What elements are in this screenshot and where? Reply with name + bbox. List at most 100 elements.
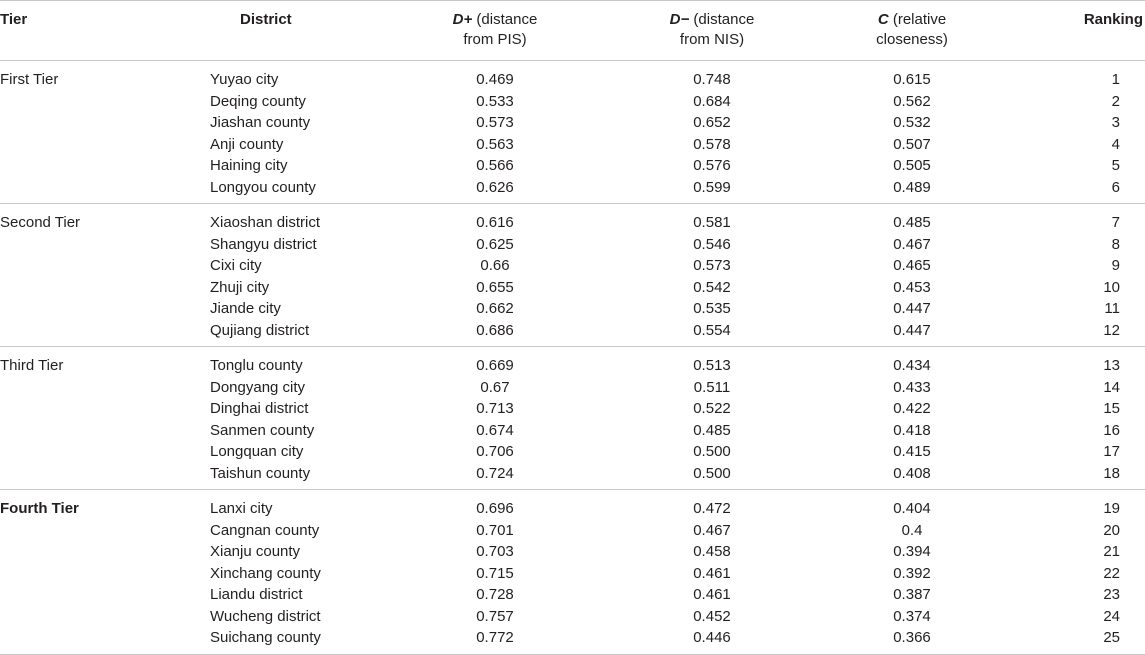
table-row: Liandu district 0.728 0.461 0.387 23	[0, 584, 1145, 606]
ranking-cell: 20	[1103, 521, 1120, 539]
dminus-cell: 0.467	[693, 521, 731, 539]
header-district: District	[240, 11, 292, 28]
header-c-line2: closeness)	[876, 31, 948, 48]
table-row: Cangnan county 0.701 0.467 0.4 20	[0, 520, 1145, 542]
header-dplus-line2: from PIS)	[463, 31, 527, 48]
c-cell: 0.505	[893, 157, 931, 174]
dplus-cell: 0.715	[476, 564, 514, 582]
dplus-cell: 0.713	[476, 400, 514, 417]
table-header: Tier District D+ (distance from PIS) D− …	[0, 0, 1145, 60]
top-rule	[0, 0, 1145, 1]
dplus-cell: 0.669	[476, 357, 514, 374]
ranking-cell: 8	[1111, 235, 1120, 253]
district-cell: Longyou county	[210, 178, 316, 196]
district-cell: Sanmen county	[210, 421, 315, 439]
table-row: Jiashan county 0.573 0.652 0.532 3	[0, 112, 1145, 134]
tier-label: Third Tier	[0, 357, 64, 374]
district-cell: Cixi city	[210, 257, 262, 274]
dminus-cell: 0.522	[693, 400, 731, 417]
table-row: First Tier Yuyao city 0.469 0.748 0.615 1	[0, 69, 1145, 91]
ranking-cell: 1	[1111, 71, 1120, 88]
ranking-cell: 17	[1103, 443, 1120, 460]
ranking-cell: 2	[1111, 92, 1120, 110]
table-row: Xianju county 0.703 0.458 0.394 21	[0, 541, 1145, 563]
table-row: Suichang county 0.772 0.446 0.366 25	[0, 627, 1145, 649]
header-dminus: D− (distance from NIS)	[637, 10, 787, 50]
c-cell: 0.447	[893, 321, 931, 339]
table-row: Dinghai district 0.713 0.522 0.422 15	[0, 398, 1145, 420]
district-cell: Taishun county	[210, 464, 311, 482]
c-cell: 0.366	[893, 629, 931, 646]
table-row: Second Tier Xiaoshan district 0.616 0.581 0.…	[0, 212, 1145, 234]
table-row: Longyou county 0.626 0.599 0.489 6	[0, 177, 1145, 199]
c-cell: 0.615	[893, 71, 931, 88]
district-cell: Jiande city	[210, 300, 281, 317]
tier-group: Second Tier Xiaoshan district 0.616 0.581 0.…	[0, 204, 1145, 346]
district-cell: Qujiang district	[210, 321, 310, 339]
ranking-cell: 22	[1103, 564, 1120, 582]
c-cell: 0.4	[901, 521, 923, 539]
c-cell: 0.422	[893, 400, 931, 417]
dplus-cell: 0.724	[476, 464, 514, 482]
dminus-cell: 0.546	[693, 235, 731, 253]
c-cell: 0.374	[893, 607, 931, 625]
ranking-cell: 13	[1103, 357, 1120, 374]
dplus-cell: 0.757	[476, 607, 514, 625]
dplus-cell: 0.573	[476, 114, 514, 131]
ranking-cell: 23	[1103, 586, 1120, 603]
dminus-cell: 0.461	[693, 586, 731, 603]
group-rule	[0, 203, 1145, 204]
group-rule	[0, 653, 1145, 655]
header-dminus-line1: (distance	[689, 11, 755, 28]
table-row: Taishun county 0.724 0.500 0.408 18	[0, 463, 1145, 485]
dplus-cell: 0.616	[476, 214, 514, 231]
ranking-cell: 25	[1103, 629, 1120, 646]
district-cell: Wucheng district	[210, 607, 321, 625]
tier-group: First Tier Yuyao city 0.469 0.748 0.615 1 Deqi…	[0, 61, 1145, 203]
table-row: Fourth Tier Lanxi city 0.696 0.472 0.404 19	[0, 498, 1145, 520]
dplus-cell: 0.533	[476, 92, 514, 110]
header-tier: Tier	[0, 11, 28, 28]
district-cell: Anji county	[210, 135, 284, 153]
ranking-cell: 7	[1111, 214, 1120, 231]
dplus-cell: 0.566	[476, 157, 514, 174]
dplus-cell: 0.66	[480, 257, 510, 274]
ranking-cell: 5	[1111, 157, 1120, 174]
ranking-cell: 18	[1103, 464, 1120, 482]
dplus-cell: 0.686	[476, 321, 514, 339]
district-cell: Longquan city	[210, 443, 304, 460]
district-cell: Xinchang county	[210, 564, 321, 582]
table-row: Jiande city 0.662 0.535 0.447 11	[0, 298, 1145, 320]
dminus-cell: 0.542	[693, 278, 731, 296]
c-cell: 0.418	[893, 421, 931, 439]
ranking-cell: 15	[1103, 400, 1120, 417]
district-cell: Xianju county	[210, 543, 301, 560]
table-row: Third Tier Tonglu county 0.669 0.513 0.434 13	[0, 355, 1145, 377]
tier-label: Fourth Tier	[0, 500, 79, 517]
ranking-cell: 14	[1103, 378, 1120, 396]
district-cell: Shangyu district	[210, 235, 317, 253]
ranking-cell: 11	[1104, 300, 1120, 317]
ranking-cell: 9	[1111, 257, 1120, 274]
district-cell: Jiashan county	[210, 114, 311, 131]
table-row: Xinchang county 0.715 0.461 0.392 22	[0, 563, 1145, 585]
district-cell: Yuyao city	[210, 71, 279, 88]
dplus-cell: 0.772	[476, 629, 514, 646]
dplus-cell: 0.696	[476, 500, 514, 517]
dplus-cell: 0.703	[476, 543, 514, 560]
dminus-cell: 0.458	[693, 543, 731, 560]
ranking-cell: 16	[1103, 421, 1120, 439]
ranking-cell: 19	[1103, 500, 1120, 517]
c-cell: 0.392	[893, 564, 931, 582]
tier-group: Fourth Tier Lanxi city 0.696 0.472 0.404 19 Ca…	[0, 490, 1145, 654]
dminus-cell: 0.513	[693, 357, 731, 374]
group-rule	[0, 346, 1145, 347]
c-cell: 0.467	[893, 235, 931, 253]
district-cell: Lanxi city	[210, 500, 273, 517]
table-row: Wucheng district 0.757 0.452 0.374 24	[0, 606, 1145, 628]
dminus-cell: 0.684	[693, 92, 731, 110]
dplus-cell: 0.67	[480, 378, 510, 396]
dminus-cell: 0.472	[693, 500, 731, 517]
table-row: Longquan city 0.706 0.500 0.415 17	[0, 441, 1145, 463]
